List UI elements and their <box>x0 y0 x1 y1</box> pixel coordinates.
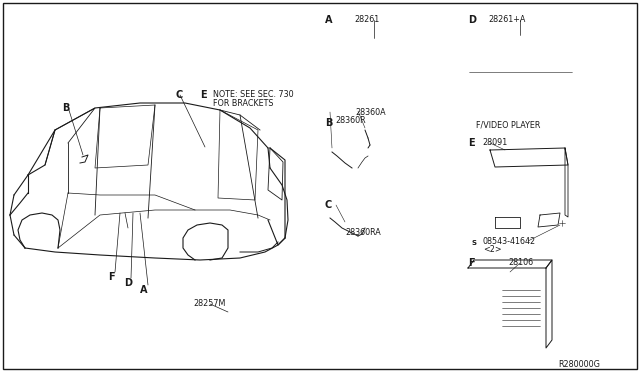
Circle shape <box>360 81 365 87</box>
Circle shape <box>364 148 372 156</box>
Bar <box>258 200 264 204</box>
Ellipse shape <box>258 318 266 324</box>
Circle shape <box>524 189 530 195</box>
Circle shape <box>358 73 366 81</box>
Text: R280000G: R280000G <box>558 360 600 369</box>
Circle shape <box>542 344 546 348</box>
Circle shape <box>374 73 382 81</box>
Ellipse shape <box>492 45 506 55</box>
Bar <box>475 310 483 316</box>
FancyBboxPatch shape <box>465 32 576 118</box>
Text: FOR BRACKETS: FOR BRACKETS <box>213 99 273 108</box>
Ellipse shape <box>258 309 266 315</box>
Bar <box>135 185 147 200</box>
Circle shape <box>200 242 212 254</box>
Ellipse shape <box>353 51 371 62</box>
Bar <box>500 285 542 340</box>
Bar <box>272 178 285 200</box>
Circle shape <box>361 221 369 229</box>
Circle shape <box>376 81 381 87</box>
Circle shape <box>337 81 342 87</box>
Circle shape <box>476 290 492 306</box>
Ellipse shape <box>241 309 249 315</box>
Circle shape <box>480 294 488 302</box>
Circle shape <box>34 240 46 252</box>
Bar <box>472 285 497 340</box>
Text: 28360A: 28360A <box>355 108 386 117</box>
Circle shape <box>328 148 335 155</box>
Ellipse shape <box>474 83 490 93</box>
Text: D: D <box>124 278 132 288</box>
Bar <box>475 320 495 326</box>
Ellipse shape <box>372 51 390 62</box>
Circle shape <box>551 46 559 54</box>
Ellipse shape <box>392 51 408 62</box>
Text: 28360R: 28360R <box>335 116 365 125</box>
Ellipse shape <box>509 45 523 55</box>
FancyBboxPatch shape <box>324 34 420 97</box>
Ellipse shape <box>335 51 351 62</box>
Ellipse shape <box>271 309 285 321</box>
FancyBboxPatch shape <box>197 146 215 160</box>
Circle shape <box>185 227 227 269</box>
Text: <2>: <2> <box>483 245 502 254</box>
Ellipse shape <box>526 45 540 55</box>
Text: B: B <box>62 103 69 113</box>
Text: F: F <box>468 258 475 268</box>
Text: 28091: 28091 <box>482 138 508 147</box>
Text: F/VIDEO PLAYER: F/VIDEO PLAYER <box>476 120 540 129</box>
Ellipse shape <box>231 309 239 315</box>
Text: S: S <box>472 240 477 246</box>
Ellipse shape <box>510 83 526 93</box>
Text: NOTE: SEE SEC. 730: NOTE: SEE SEC. 730 <box>213 90 294 99</box>
Circle shape <box>194 236 218 260</box>
Text: C: C <box>325 200 332 210</box>
FancyBboxPatch shape <box>473 57 489 68</box>
Circle shape <box>468 344 472 348</box>
Text: 28261: 28261 <box>354 15 380 24</box>
Bar <box>252 222 274 236</box>
Ellipse shape <box>475 45 489 55</box>
Text: 28261+A: 28261+A <box>488 15 525 24</box>
Text: D: D <box>468 15 476 25</box>
Circle shape <box>326 215 333 221</box>
Text: F: F <box>108 272 115 282</box>
Text: E: E <box>468 138 475 148</box>
FancyBboxPatch shape <box>221 301 297 335</box>
Circle shape <box>275 312 280 317</box>
Ellipse shape <box>241 318 249 324</box>
Text: 08543-41642: 08543-41642 <box>483 237 536 246</box>
Circle shape <box>512 59 520 67</box>
Bar <box>117 188 123 193</box>
Text: B: B <box>325 118 332 128</box>
Bar <box>475 330 495 335</box>
Circle shape <box>125 225 131 231</box>
Text: 28106: 28106 <box>508 258 533 267</box>
Ellipse shape <box>231 318 239 324</box>
Ellipse shape <box>543 45 557 55</box>
Circle shape <box>559 220 565 226</box>
Text: A: A <box>140 285 147 295</box>
Bar <box>115 185 133 213</box>
Bar <box>468 268 546 348</box>
Circle shape <box>496 59 504 67</box>
Circle shape <box>354 167 360 173</box>
Circle shape <box>19 225 61 267</box>
Text: E: E <box>200 90 207 100</box>
Text: 28257M: 28257M <box>193 299 225 308</box>
Circle shape <box>28 234 52 258</box>
Ellipse shape <box>492 83 508 93</box>
Ellipse shape <box>331 70 347 80</box>
Text: A: A <box>325 15 333 25</box>
Bar <box>117 197 123 201</box>
Text: 28360RA: 28360RA <box>345 228 381 237</box>
Bar <box>490 167 565 217</box>
Circle shape <box>551 59 559 67</box>
Text: C: C <box>175 90 182 100</box>
Circle shape <box>470 235 480 245</box>
FancyBboxPatch shape <box>471 271 541 281</box>
Bar <box>154 193 162 199</box>
